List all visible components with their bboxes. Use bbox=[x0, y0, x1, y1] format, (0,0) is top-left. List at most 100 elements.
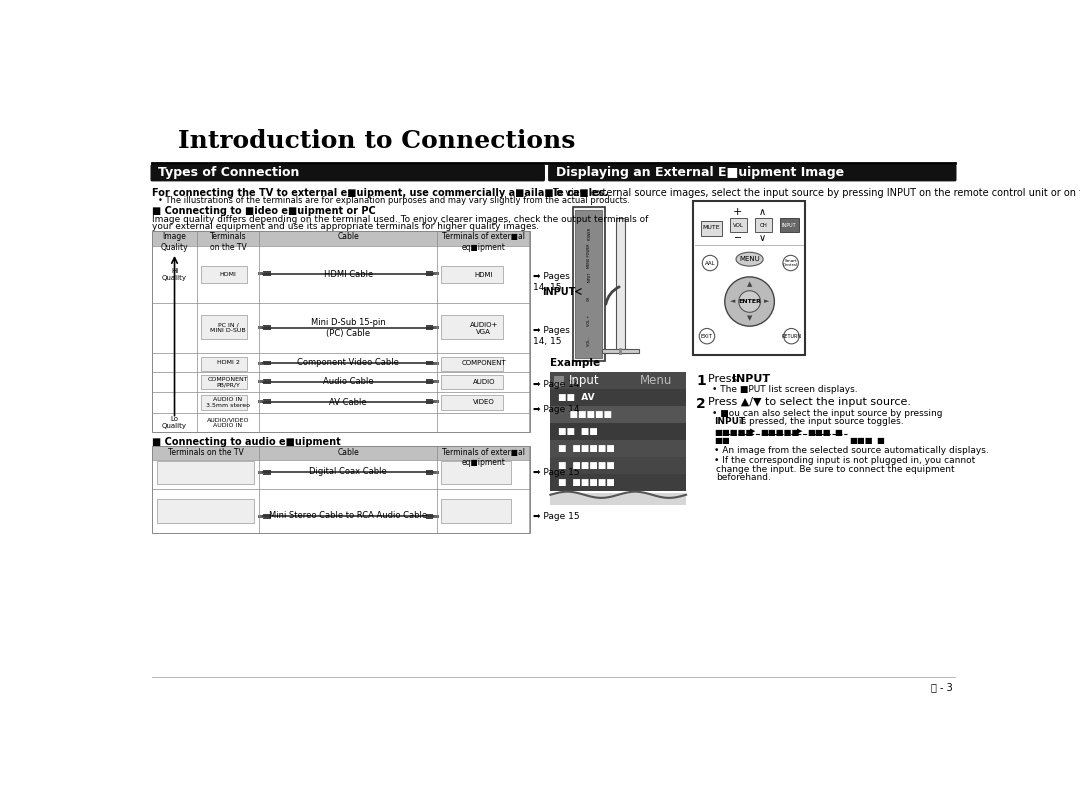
Text: ▼: ▼ bbox=[747, 316, 753, 321]
Text: ■■■■■: ■■■■■ bbox=[714, 427, 754, 437]
Bar bbox=[426, 271, 433, 276]
Bar bbox=[262, 271, 271, 276]
Text: Cable: Cable bbox=[337, 448, 359, 457]
Bar bbox=[201, 266, 247, 283]
Text: ►: ► bbox=[764, 298, 769, 305]
Text: • An image from the selected source automatically displays.: • An image from the selected source auto… bbox=[714, 446, 988, 455]
Bar bbox=[201, 315, 247, 339]
Bar bbox=[258, 362, 264, 365]
Text: ➡ Pages
14, 15: ➡ Pages 14, 15 bbox=[532, 326, 569, 346]
Text: Terminals on the TV: Terminals on the TV bbox=[167, 448, 243, 457]
FancyBboxPatch shape bbox=[548, 164, 957, 182]
Bar bbox=[433, 471, 438, 474]
Text: Image
Quality: Image Quality bbox=[161, 232, 188, 251]
Bar bbox=[157, 500, 254, 523]
Text: VOL: VOL bbox=[733, 223, 744, 228]
Text: MENU POWER: MENU POWER bbox=[588, 243, 591, 267]
Bar bbox=[258, 272, 264, 275]
Text: COMPONENT: COMPONENT bbox=[461, 360, 507, 366]
Text: • The ■PUT list screen displays.: • The ■PUT list screen displays. bbox=[712, 385, 858, 393]
Text: ➡ Page 15: ➡ Page 15 bbox=[532, 511, 579, 521]
Circle shape bbox=[784, 328, 799, 344]
Text: ■  ■■■■■: ■ ■■■■■ bbox=[558, 478, 615, 487]
Text: ➡ Page 14: ➡ Page 14 bbox=[532, 404, 579, 414]
Text: ■: ■ bbox=[834, 427, 842, 437]
Text: CH: CH bbox=[759, 223, 768, 228]
Text: ■ Connecting to audio e■uipment: ■ Connecting to audio e■uipment bbox=[152, 437, 341, 447]
Bar bbox=[551, 493, 686, 505]
Bar bbox=[152, 231, 530, 246]
Text: AUDIO IN
3.5mm stereo: AUDIO IN 3.5mm stereo bbox=[206, 397, 249, 408]
Bar bbox=[426, 379, 433, 384]
Text: EXIT: EXIT bbox=[701, 334, 713, 339]
Text: ⓔ - 3: ⓔ - 3 bbox=[931, 683, 953, 692]
Text: Mini Stereo Cable to RCA Audio Cable: Mini Stereo Cable to RCA Audio Cable bbox=[269, 511, 428, 520]
Bar bbox=[152, 231, 530, 431]
Text: Component Video Cable: Component Video Cable bbox=[297, 358, 400, 367]
Text: HDMI: HDMI bbox=[474, 271, 492, 278]
Text: ■: ■ bbox=[876, 436, 883, 446]
Text: INPUT: INPUT bbox=[714, 417, 745, 426]
FancyBboxPatch shape bbox=[150, 164, 545, 182]
Bar bbox=[258, 515, 264, 518]
Text: ■■■■■: ■■■■■ bbox=[760, 427, 800, 437]
Bar bbox=[551, 423, 686, 440]
Bar bbox=[551, 440, 686, 457]
Text: VIDEO: VIDEO bbox=[473, 400, 495, 405]
Bar bbox=[426, 400, 433, 404]
Bar bbox=[258, 326, 264, 329]
Bar bbox=[201, 374, 247, 389]
Bar bbox=[262, 470, 271, 475]
Bar bbox=[602, 349, 638, 353]
Text: HDMI 2: HDMI 2 bbox=[217, 360, 240, 366]
Bar bbox=[441, 395, 503, 410]
Bar bbox=[441, 357, 503, 371]
Text: beforehand.: beforehand. bbox=[716, 473, 771, 482]
Text: • ■ou can also select the input source by pressing: • ■ou can also select the input source b… bbox=[712, 409, 942, 419]
Bar bbox=[441, 461, 511, 484]
Bar bbox=[693, 201, 806, 355]
Text: ▶: ▶ bbox=[751, 427, 756, 434]
Text: Terminals
on the TV: Terminals on the TV bbox=[210, 232, 246, 251]
Bar bbox=[157, 461, 254, 484]
Text: COMPONENT
PB/PR/Y: COMPONENT PB/PR/Y bbox=[207, 377, 248, 388]
Bar bbox=[262, 361, 271, 366]
Text: INPUT: INPUT bbox=[782, 223, 796, 228]
Text: Lo
Quality: Lo Quality bbox=[162, 416, 187, 429]
Text: your external equipment and use its appropriate terminals for higher quality ima: your external equipment and use its appr… bbox=[152, 222, 539, 232]
Text: Introduction to Connections: Introduction to Connections bbox=[177, 129, 575, 153]
Text: MUTE: MUTE bbox=[703, 225, 720, 230]
Circle shape bbox=[739, 291, 760, 312]
Text: ■■: ■■ bbox=[714, 436, 730, 446]
Bar bbox=[262, 325, 271, 330]
Bar bbox=[258, 380, 264, 383]
Bar bbox=[426, 361, 433, 366]
Text: is pressed, the input source toggles.: is pressed, the input source toggles. bbox=[737, 417, 904, 426]
Bar bbox=[433, 380, 438, 383]
Circle shape bbox=[725, 277, 774, 326]
Bar bbox=[262, 514, 271, 519]
Text: +: + bbox=[733, 207, 743, 217]
Text: ◄: ◄ bbox=[730, 298, 735, 305]
Bar bbox=[433, 326, 438, 329]
Text: Audio Cable: Audio Cable bbox=[323, 377, 374, 386]
Circle shape bbox=[702, 255, 718, 270]
Bar bbox=[433, 400, 438, 403]
Text: Image quality differs depending on the terminal used. To enjoy clearer images, c: Image quality differs depending on the t… bbox=[152, 215, 648, 224]
Text: .: . bbox=[762, 374, 767, 384]
Text: Hi
Quality: Hi Quality bbox=[162, 268, 187, 281]
Text: Smart
Central: Smart Central bbox=[783, 259, 798, 267]
Bar bbox=[441, 500, 511, 523]
Text: Terminals of exter■al
eq■ipment: Terminals of exter■al eq■ipment bbox=[442, 448, 525, 467]
Text: 2: 2 bbox=[697, 397, 706, 411]
Bar bbox=[426, 470, 433, 475]
Text: change the input. Be sure to connect the equipment: change the input. Be sure to connect the… bbox=[716, 465, 955, 473]
Bar bbox=[433, 515, 438, 518]
Text: ■  ■■■■■: ■ ■■■■■ bbox=[558, 444, 615, 453]
Text: Types of Connection: Types of Connection bbox=[159, 167, 299, 179]
Bar bbox=[755, 218, 772, 232]
Text: CH: CH bbox=[588, 296, 591, 301]
Text: ➡ Page 14: ➡ Page 14 bbox=[532, 380, 579, 389]
Text: −: − bbox=[734, 232, 742, 243]
Bar bbox=[441, 374, 503, 389]
